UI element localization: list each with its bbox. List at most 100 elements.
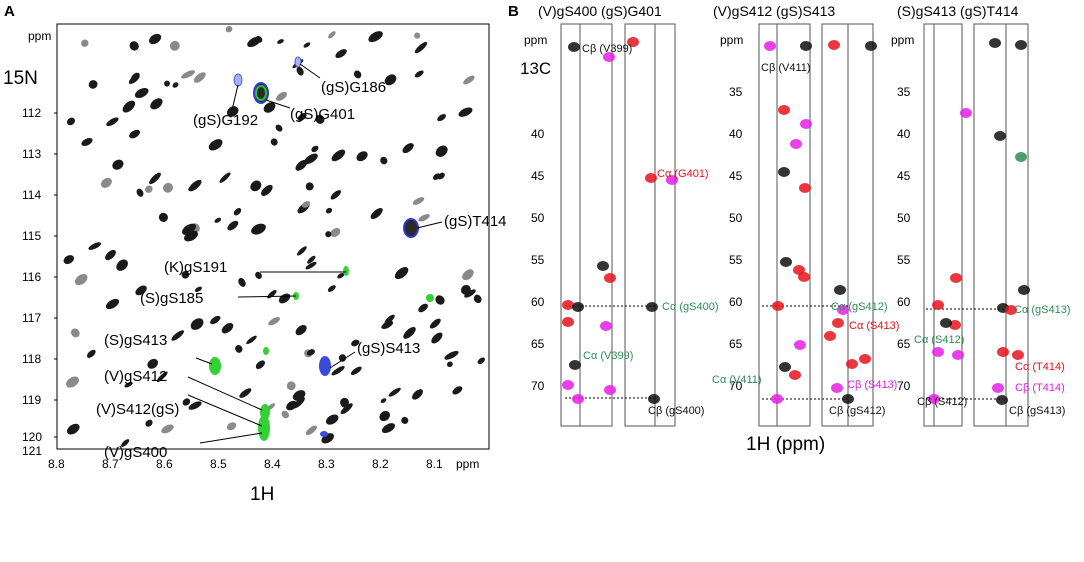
strip-peak	[780, 257, 792, 267]
peak-cloud-spot	[105, 249, 116, 261]
y-tick-113: 113	[22, 147, 41, 161]
peak-cloud-spot	[295, 159, 308, 171]
panel-a-ppm-label: ppm	[28, 29, 51, 43]
peak-cloud-spot	[381, 423, 396, 434]
peak-cloud-spot	[181, 70, 196, 79]
strip-peak	[834, 285, 846, 295]
x-tick-8.6: 8.6	[156, 457, 173, 471]
g3-ca-s412: Cα (S412)	[914, 334, 964, 346]
peak-cloud-spot	[429, 318, 441, 329]
strip-peak	[764, 41, 776, 51]
peak-cloud-spot	[463, 75, 475, 85]
g1-tick-50: 50	[531, 211, 545, 225]
peak-cloud-spot	[380, 156, 388, 165]
peak-cloud-spot	[296, 66, 304, 76]
peak-cloud-spot	[350, 366, 362, 375]
strip-peak	[1015, 40, 1027, 50]
peak-cloud-spot	[435, 145, 448, 157]
g3-tick-60: 60	[897, 295, 911, 309]
peak-cloud-spot	[263, 102, 276, 113]
strip-peak	[600, 321, 612, 331]
strip-peak	[932, 300, 944, 310]
g1-tick-45: 45	[531, 169, 545, 183]
peak-cloud-spot	[156, 371, 168, 383]
peak-cloud-spot	[473, 294, 482, 304]
strip-peak	[666, 175, 678, 185]
panel-b-labels-2: Cβ (V411) Cα (gS412) Cα (S413) Cα (V411)…	[712, 62, 899, 417]
peak-cloud-spot	[305, 182, 314, 191]
y-tick-119: 119	[22, 393, 41, 407]
peak-cloud-spot	[414, 32, 421, 39]
peak-cloud-spot	[124, 381, 133, 388]
peak-cloud-spot	[247, 36, 261, 48]
g1-tick-55: 55	[531, 253, 545, 267]
g3-tick-65: 65	[897, 337, 911, 351]
strip-peak	[800, 41, 812, 51]
label-gs-g186: (gS)G186	[321, 79, 386, 96]
g3-tick-35: 35	[897, 85, 911, 99]
x-tick-8.1: 8.1	[426, 457, 443, 471]
strip-peak	[771, 394, 783, 404]
peak-cloud-spot	[401, 416, 409, 424]
g3-tick-55: 55	[897, 253, 911, 267]
peak-cloud-spot	[164, 80, 170, 87]
peak-cloud-spot	[100, 177, 112, 188]
strip-peak	[831, 383, 843, 393]
peak-cloud-spot	[412, 197, 425, 205]
panel-a-x-unit: ppm	[456, 457, 479, 471]
peak-cloud-spot	[452, 386, 463, 395]
strip-peak	[798, 272, 810, 282]
strip-peak	[562, 380, 574, 390]
peak-cloud-spot	[276, 91, 287, 101]
peak-cloud-spot	[88, 80, 98, 89]
strip-peak	[603, 52, 615, 62]
peak-cloud-spot	[210, 315, 221, 325]
peak-cloud-spot	[356, 151, 368, 162]
peak-cloud-spot	[74, 274, 88, 286]
peak-cloud-spot	[340, 403, 353, 415]
y-tick-112: 112	[22, 106, 41, 120]
strip-peak	[778, 167, 790, 177]
peak-cloud-spot	[81, 39, 89, 47]
peak-cloud-spot	[418, 303, 428, 313]
peak-cloud-spot	[190, 318, 204, 330]
peak-cloud-spot	[338, 354, 347, 362]
peak-cloud-spot	[66, 376, 79, 388]
strip-peak	[1018, 285, 1030, 295]
label-gs-t414: (gS)T414	[444, 213, 507, 230]
peak-cloud-spot	[446, 361, 453, 368]
strip-peak	[960, 108, 972, 118]
panel-b-y-ticks-3: ppm 35 40 45 50 55 60 65 70	[891, 33, 914, 393]
peak-cloud-spot	[145, 419, 153, 427]
strip-peak	[1005, 305, 1017, 315]
peak-cloud-spot	[144, 185, 153, 193]
peak-cloud-spot	[235, 344, 243, 353]
peak-cloud-spot	[379, 410, 390, 422]
label-k-gs191: (K)gS191	[164, 259, 227, 276]
peak-cloud-spot	[221, 322, 234, 334]
strip-peak	[940, 318, 952, 328]
peak-cloud-spot	[169, 40, 180, 51]
strip-peak	[572, 394, 584, 404]
peak-cloud-spot	[255, 271, 262, 279]
g1-ca-gs400: Cα (gS400)	[662, 301, 719, 313]
peak-cloud-spot	[460, 284, 471, 295]
peak-cloud-spot	[325, 207, 333, 214]
panel-b-ppm-label: ppm	[524, 33, 547, 47]
g2-cb-gs412: Cβ (gS412)	[829, 405, 885, 417]
peak-cloud-spot	[182, 398, 191, 406]
peak-cloud-spot	[129, 129, 141, 139]
label-v-gs412: (V)gS412	[104, 368, 167, 385]
g2-ppm: ppm	[720, 33, 743, 47]
peak-cloud-spot	[227, 220, 239, 231]
g1-cb-gs400: Cβ (gS400)	[648, 405, 704, 417]
g2-tick-65: 65	[729, 337, 743, 351]
label-s-gs413: (S)gS413	[104, 332, 167, 349]
g3-ppm: ppm	[891, 33, 914, 47]
x-tick-8.4: 8.4	[264, 457, 281, 471]
peak-green-mid	[263, 347, 269, 355]
strip-peak	[996, 395, 1008, 405]
peak-cloud-spot	[219, 172, 231, 183]
peak-cloud-spot	[412, 389, 423, 400]
strip-peak	[949, 320, 961, 330]
